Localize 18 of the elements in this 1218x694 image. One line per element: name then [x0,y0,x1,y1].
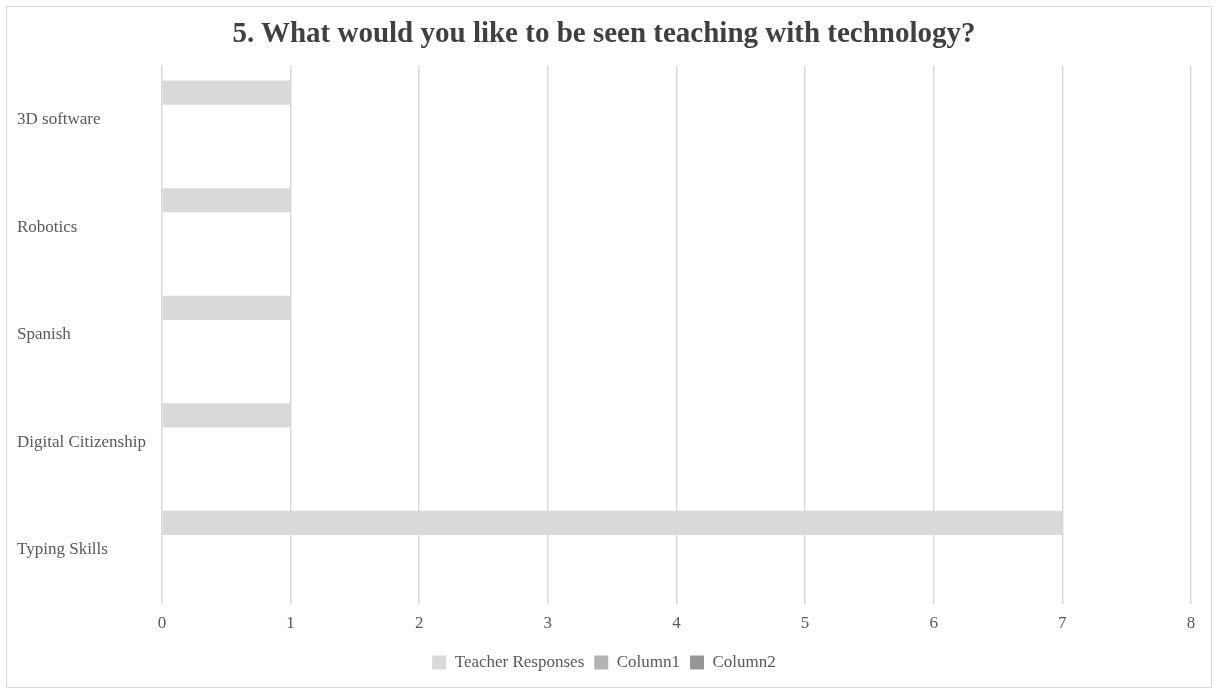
y-tick-label: 3D software [17,109,101,129]
x-tick-label: 2 [414,613,424,633]
y-tick-label: Spanish [17,324,72,344]
x-tick-label: 0 [157,613,167,633]
y-tick-label: Typing Skills [17,539,108,559]
y-tick-label: Robotics [17,216,78,236]
chart-title: 5. What would you like to be seen teaching with technology? [232,15,976,48]
legend-label: Column1 [616,651,681,671]
x-tick-label: 7 [1058,613,1068,633]
legend-label: Teacher Responses [454,651,585,671]
x-tick-label: 3 [543,613,553,633]
legend-label: Column2 [712,651,776,671]
x-tick-label: 8 [1186,613,1196,633]
x-tick-label: 5 [800,613,810,633]
x-tick-label: 6 [929,613,938,633]
y-tick-label: Digital Citizenship [17,431,146,451]
x-tick-label: 1 [286,613,295,633]
x-tick-label: 4 [672,613,682,633]
